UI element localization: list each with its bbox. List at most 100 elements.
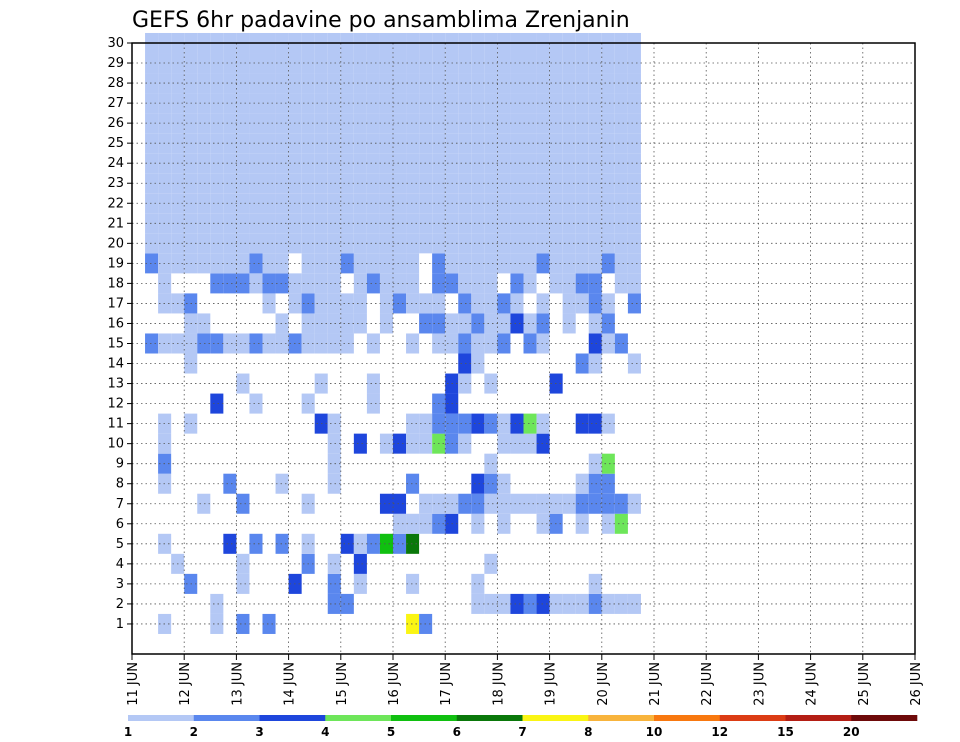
precip-cell [236,173,250,194]
precip-cell [197,253,211,274]
precip-cell [210,613,224,634]
precip-cell [510,113,524,134]
precip-cell [523,213,537,234]
precip-cell [406,513,420,534]
precip-cell [366,533,380,554]
precip-cell [510,493,524,514]
precip-cell [379,533,393,554]
y-tick-label: 5 [116,537,124,552]
colorbar-segment [851,715,918,721]
precip-cell [353,553,367,574]
precip-cell [406,233,420,254]
precip-cell [601,313,615,334]
precip-cell [353,93,367,114]
precip-cell [327,453,341,474]
precip-cell [536,593,550,614]
precip-cell [275,473,289,494]
precip-cell [458,173,472,194]
precip-cell [366,133,380,154]
precip-cell [484,53,498,74]
precip-cell [353,253,367,274]
precip-cell [601,133,615,154]
precip-cell [145,233,159,254]
precip-cell [523,73,537,94]
precip-cell [471,153,485,174]
precip-cell [366,73,380,94]
precip-cell [379,53,393,74]
precip-cell [601,193,615,214]
precip-cell [275,53,289,74]
precip-cell [223,53,237,74]
precip-cell [458,133,472,154]
precip-cell [406,413,420,434]
precip-cell [510,173,524,194]
precip-cell [484,333,498,354]
precip-cell [627,493,641,514]
precip-cell [484,273,498,294]
precip-cell [327,193,341,214]
precip-cell [601,473,615,494]
precip-cell [510,153,524,174]
precip-cell [471,513,485,534]
precip-cell [340,93,354,114]
colorbar-segment [588,715,655,721]
precip-cell [327,433,341,454]
precip-cell [614,153,628,174]
precip-cell [249,113,263,134]
precip-cell [536,313,550,334]
precip-cell [262,193,276,214]
precip-cell [353,173,367,194]
precip-cell [471,313,485,334]
precip-cell [601,493,615,514]
precip-cell [471,253,485,274]
precip-cell [393,73,407,94]
precip-cell [223,133,237,154]
y-axis: 1234567891011121314151617181920212223242… [107,36,132,632]
precip-cell [588,73,602,94]
precip-cell [327,113,341,134]
precip-cell [510,433,524,454]
precip-cell [523,153,537,174]
precip-cell [236,373,250,394]
precip-cell [510,273,524,294]
precip-cell [327,93,341,114]
precip-cell [614,93,628,114]
precip-cell [379,253,393,274]
precip-cell [236,253,250,274]
precip-cell [275,233,289,254]
precip-cell [327,553,341,574]
precip-cell [627,293,641,314]
precip-cell [210,233,224,254]
x-axis: 11 JUN 12 JUN 13 JUN 14 JUN 15 JUN 16 JUN 17 J… [126,654,924,706]
precip-cell [523,313,537,334]
precip-cell [510,213,524,234]
precip-cell [497,113,511,134]
precip-cell [510,53,524,74]
precip-cell [627,113,641,134]
precip-cell [458,413,472,434]
precip-cell [379,433,393,454]
precip-cell [275,253,289,274]
precip-cell [523,493,537,514]
precip-cell [484,213,498,234]
precip-cell [275,213,289,234]
precip-cell [393,533,407,554]
precip-cell [510,413,524,434]
precip-cell [497,493,511,514]
precip-cell [536,133,550,154]
colorbar-segment [522,715,589,721]
precip-cell [210,213,224,234]
precip-cell [249,93,263,114]
precip-cell [458,293,472,314]
precip-cell [145,333,159,354]
y-tick-label: 3 [116,577,124,592]
precip-cell [379,493,393,514]
y-tick-label: 10 [107,437,124,452]
precip-cell [614,233,628,254]
precip-cell [327,153,341,174]
precip-cell [379,73,393,94]
precip-cell [471,93,485,114]
precip-cell [145,193,159,214]
precip-cell [406,433,420,454]
precip-cell [536,153,550,174]
